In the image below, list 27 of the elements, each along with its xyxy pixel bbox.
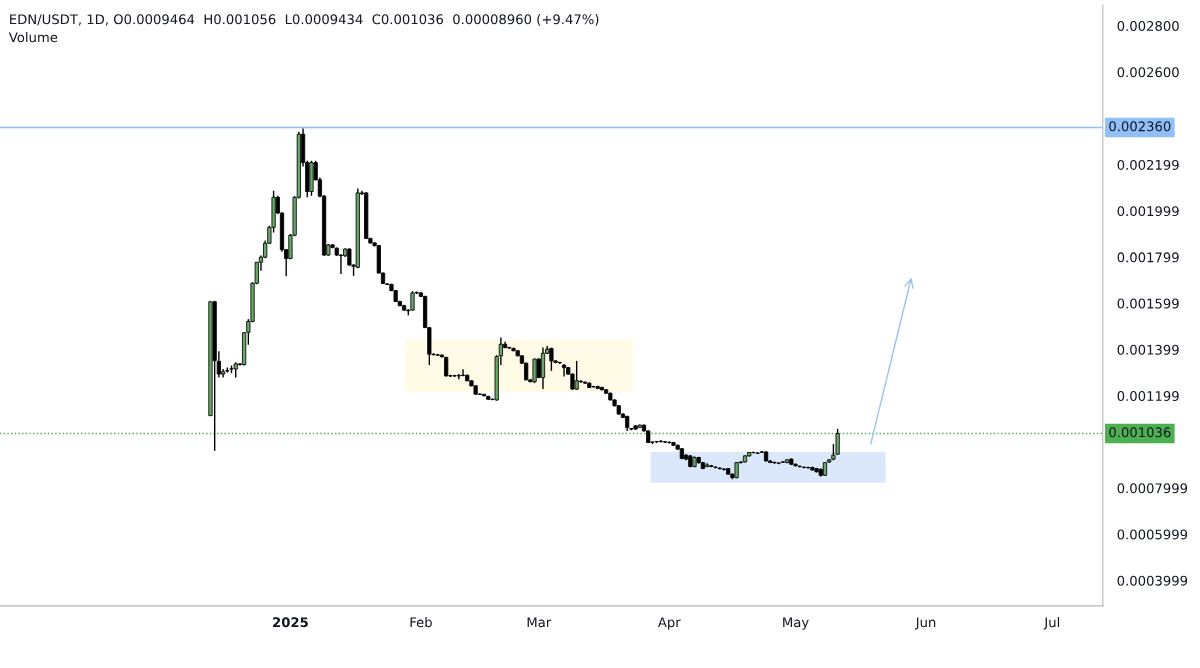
x-tick-label: Jun (915, 617, 936, 630)
candlestick (532, 357, 537, 384)
x-tick-label: May (783, 617, 809, 630)
x-tick-label: Apr (657, 617, 681, 630)
y-tick-label: 0.002199 (1117, 159, 1179, 170)
candlestick (410, 290, 415, 312)
y-tick-label: 0.0007999 (1117, 483, 1188, 494)
candlestick (460, 368, 466, 377)
y-tick-label: 0.002600 (1117, 67, 1179, 78)
x-tick-label: Feb (410, 616, 432, 628)
y-tick-label: 0.001799 (1117, 252, 1179, 263)
x-tick-label: 2025 (273, 617, 308, 628)
ref-line-label: 0.001036 (1109, 427, 1171, 438)
y-tick-label: 0.0003999 (1117, 575, 1188, 586)
ref-line-label: 0.002360 (1109, 121, 1171, 132)
x-tick-label: Jul (1043, 616, 1060, 630)
candlestick (574, 360, 579, 391)
x-tick-label: Mar (527, 617, 552, 628)
y-tick-label: 0.001199 (1117, 391, 1179, 401)
annotation: Volume (8, 32, 58, 43)
y-tick-label: 0.001999 (1117, 206, 1179, 217)
y-tick-label: 0.002800 (1117, 21, 1179, 32)
y-tick-label: 0.0005999 (1117, 529, 1188, 540)
y-tick-label: 0.001399 (1117, 344, 1179, 355)
y-tick-label: 0.001599 (1117, 298, 1179, 309)
text: EDN/USDT, 1D, O0.0009464 H0.001056 L0.0009434 C0.001036 0.00008960 (+9.47%) (10, 14, 599, 26)
candlestick (835, 428, 840, 456)
